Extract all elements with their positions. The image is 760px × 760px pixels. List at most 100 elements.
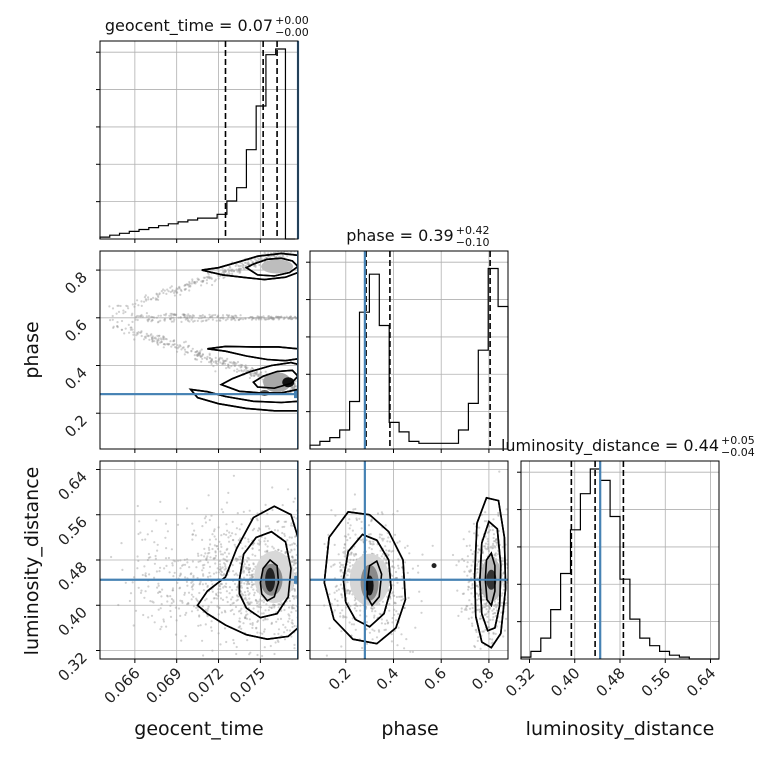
sample-point: [214, 538, 217, 541]
sample-point: [488, 637, 492, 641]
sample-point: [391, 565, 394, 568]
sample-point: [227, 491, 230, 494]
sample-point: [509, 617, 511, 619]
sample-point: [234, 314, 237, 317]
sample-point: [403, 647, 406, 650]
sample-point: [277, 315, 280, 318]
sample-point: [120, 328, 124, 331]
sample-point: [477, 585, 480, 588]
x-tick-label: 0.072: [184, 664, 227, 707]
sample-point: [491, 547, 494, 550]
sample-point: [275, 620, 278, 623]
sample-point: [262, 601, 265, 604]
sample-point: [247, 369, 250, 372]
sample-point: [289, 249, 291, 251]
sample-point: [144, 572, 147, 575]
sample-point: [251, 261, 254, 264]
sample-point: [197, 353, 200, 356]
sample-point: [492, 631, 495, 635]
sample-point: [467, 581, 470, 584]
sample-point: [222, 557, 225, 560]
sample-point: [283, 251, 286, 254]
sample-point: [206, 561, 210, 564]
sample-point: [293, 595, 296, 598]
sample-point: [500, 557, 503, 560]
sample-point: [519, 579, 521, 581]
sample-point: [491, 528, 494, 532]
sample-point: [342, 614, 345, 617]
panel-border: [99, 250, 299, 450]
sample-point: [168, 314, 171, 317]
sample-point: [260, 258, 263, 261]
sample-point: [279, 617, 283, 621]
sample-point: [249, 368, 252, 371]
sample-point: [231, 272, 234, 276]
sample-point: [291, 317, 295, 320]
sample-point: [343, 535, 346, 538]
sample-point: [210, 359, 214, 362]
sample-point: [158, 570, 161, 573]
sample-point: [213, 544, 216, 547]
sample-point: [184, 613, 187, 617]
sample-point: [240, 580, 243, 583]
sample-point: [339, 565, 342, 569]
sample-point: [160, 625, 163, 628]
sample-point: [370, 548, 373, 551]
sample-point: [174, 313, 177, 317]
sample-point: [169, 615, 173, 619]
sample-point: [218, 584, 221, 587]
sample-point: [387, 553, 390, 556]
sample-point: [171, 564, 174, 567]
sample-point: [233, 364, 236, 367]
sample-point: [466, 605, 469, 608]
sample-point: [471, 606, 474, 610]
sample-point: [154, 297, 157, 300]
sample-point: [221, 267, 224, 270]
sample-point: [517, 607, 519, 609]
y-tick-label: 0.64: [54, 468, 90, 504]
sample-point: [367, 524, 371, 527]
sample-point: [397, 558, 400, 561]
x-tick-label: 0.56: [638, 664, 674, 700]
sample-point: [268, 317, 271, 320]
sample-point: [157, 334, 161, 337]
sample-point: [189, 314, 192, 318]
sample-point: [179, 572, 182, 575]
sample-point: [247, 603, 251, 606]
sample-point: [290, 605, 293, 609]
sample-point: [248, 509, 251, 512]
sample-point: [486, 615, 489, 618]
sample-point: [158, 292, 161, 295]
sample-point: [128, 331, 131, 334]
sample-point: [178, 586, 182, 589]
sample-point: [140, 300, 143, 303]
sample-point: [484, 542, 487, 545]
sample-point: [494, 552, 497, 555]
sample-point: [112, 326, 115, 329]
sample-point: [231, 602, 234, 605]
sample-point: [518, 558, 520, 560]
sample-point: [193, 280, 197, 284]
sample-point: [250, 574, 253, 577]
sample-point: [272, 547, 275, 550]
sample-point: [225, 555, 228, 558]
sample-point: [220, 611, 223, 614]
sample-point: [232, 317, 236, 320]
sample-point: [206, 584, 209, 587]
sample-point: [383, 557, 386, 560]
sample-point: [222, 317, 225, 320]
sample-point: [354, 533, 357, 536]
sample-point: [234, 545, 237, 548]
sample-point: [196, 552, 200, 555]
sample-point: [344, 606, 347, 609]
sample-point: [211, 283, 214, 287]
sample-point: [206, 552, 210, 555]
sample-point: [198, 591, 201, 595]
sample-point: [204, 552, 207, 555]
sample-point: [226, 357, 229, 360]
sample-point: [294, 558, 297, 561]
sample-point: [222, 586, 225, 589]
sample-point: [186, 315, 189, 318]
sample-point: [201, 357, 204, 360]
sample-point: [237, 270, 240, 273]
